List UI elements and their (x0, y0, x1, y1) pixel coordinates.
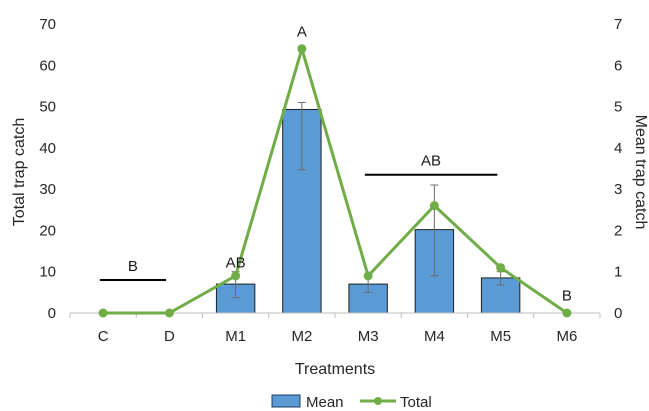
total-point-c (98, 308, 108, 318)
error-bars (231, 101, 505, 299)
y-right-tick-label: 5 (614, 99, 622, 116)
total-point-m2 (297, 44, 307, 54)
total-point-m5 (496, 263, 506, 273)
significance-label-4: B (562, 288, 572, 305)
y-right-tick-label: 4 (614, 140, 622, 157)
y-left-tick-label: 20 (39, 222, 56, 239)
legend: Mean Total (271, 394, 432, 411)
legend-mean-swatch (271, 394, 301, 408)
legend-total-marker (374, 397, 382, 405)
x-tick-label-m6: M6 (556, 328, 577, 345)
x-tick-label-m1: M1 (225, 328, 246, 345)
y-left-tick-label: 30 (39, 181, 56, 198)
total-point-m3 (363, 271, 373, 281)
y-right-tick-label: 0 (614, 305, 622, 322)
x-axis-title: Treatments (295, 361, 375, 378)
x-tick-label-c: C (98, 328, 109, 345)
significance-label-2: A (297, 23, 307, 40)
y-right-tick-label: 6 (614, 57, 622, 74)
y-right-tick-label: 2 (614, 222, 622, 239)
x-tick-label-d: D (164, 328, 175, 345)
total-line (98, 44, 572, 318)
y-left-tick-label: 40 (39, 140, 56, 157)
total-series-line (103, 47, 568, 315)
x-tick-label-m3: M3 (358, 328, 379, 345)
y-left-tick-label: 70 (39, 16, 56, 33)
total-point-m1 (231, 271, 241, 281)
y-left-axis-title: Total trap catch (11, 118, 28, 227)
y-right-tick-label: 1 (614, 264, 622, 281)
significance-label-1: AB (226, 255, 246, 272)
y-left-tick-label: 50 (39, 99, 56, 116)
x-tick-label-m5: M5 (490, 328, 511, 345)
y-right-tick-label: 3 (614, 181, 622, 198)
total-point-m6 (562, 308, 572, 318)
significance-annotations: B AB A AB B (99, 23, 572, 305)
legend-total-label: Total (400, 394, 432, 411)
legend-mean-label: Mean (306, 394, 344, 411)
y-right-tick-label: 7 (614, 16, 622, 33)
significance-label-3: AB (421, 153, 441, 170)
total-point-m4 (429, 201, 439, 211)
x-tick-label-m4: M4 (424, 328, 445, 345)
y-left-tick-label: 0 (48, 305, 56, 322)
total-point-d (164, 308, 174, 318)
y-left-tick-label: 60 (39, 57, 56, 74)
axes: C D M1 M2 M3 M4 M5 M6 0 10 20 30 40 50 60 70 0 1 2 3 4 5 6 7 (39, 16, 622, 345)
y-right-axis-title: Mean trap catch (632, 115, 649, 230)
significance-label-0: B (128, 258, 138, 275)
y-left-tick-label: 10 (39, 264, 56, 281)
x-tick-label-m2: M2 (291, 328, 312, 345)
